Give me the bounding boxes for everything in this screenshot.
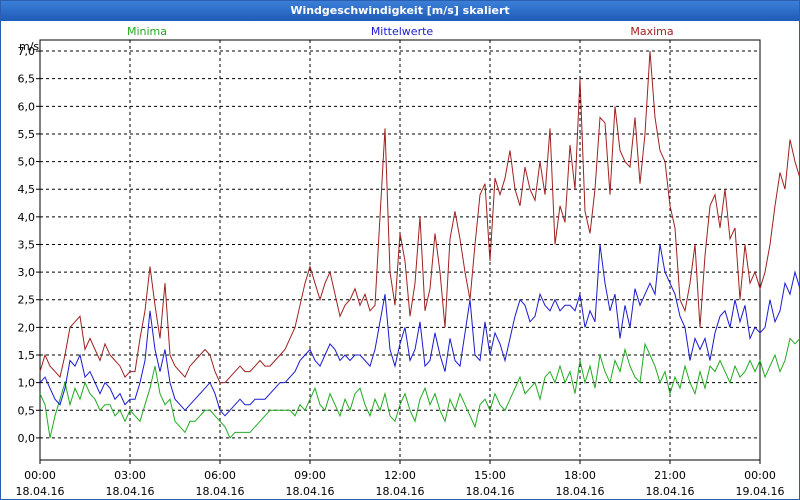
y-tick-label: 3,5 [18, 238, 36, 251]
y-tick-label: 1,5 [18, 349, 36, 362]
y-tick-label: 0,0 [18, 432, 36, 445]
y-tick-label: 5,5 [18, 128, 36, 141]
x-tick-time: 00:00 [24, 469, 56, 482]
x-tick-time: 18:00 [564, 469, 596, 482]
y-tick-label: 4,0 [18, 211, 36, 224]
series-line-mittelwerte [39, 244, 800, 417]
y-tick-label: 4,5 [18, 183, 36, 196]
x-tick-date: 18.04.16 [556, 485, 605, 498]
y-tick-label: 2,5 [18, 294, 36, 307]
chart-title: Windgeschwindigkeit [m/s] skaliert [1, 1, 799, 21]
y-axis-label: m/s [19, 40, 39, 53]
y-tick-label: 3,0 [18, 266, 36, 279]
y-tick-label: 6,0 [18, 100, 36, 113]
y-axis: 0,0 0,5 1,0 1,5 2,0 2,5 3,0 3,5 4,0 4,5 5,0 5,5 6,0 6… [18, 45, 40, 445]
x-tick-time: 03:00 [114, 469, 146, 482]
x-tick-time: 09:00 [294, 469, 326, 482]
x-tick-date: 18.04.16 [196, 485, 245, 498]
x-tick-date: 18.04.16 [466, 485, 515, 498]
x-tick-date: 18.04.16 [106, 485, 155, 498]
x-tick-date: 18.04.16 [286, 485, 335, 498]
legend-item-mittelwerte: Mittelwerte [371, 25, 434, 38]
x-tick-time: 15:00 [474, 469, 506, 482]
y-tick-label: 0,5 [18, 404, 36, 417]
x-tick-time: 12:00 [384, 469, 416, 482]
x-tick-time: 21:00 [654, 469, 686, 482]
y-tick-label: 7,0 [18, 45, 36, 58]
x-tick-date: 18.04.16 [16, 485, 65, 498]
grid-lines [39, 40, 761, 460]
series-line-maxima [39, 51, 800, 384]
y-tick-label: 1,0 [18, 377, 36, 390]
x-axis: 00:00 18.04.16 03:00 18.04.16 06:00 18.04.16 0… [16, 460, 785, 498]
x-tick-time: 00:00 [744, 469, 776, 482]
y-tick-label: 5,0 [18, 156, 36, 169]
series-line-minima [39, 337, 800, 439]
legend-item-minima: Minima [127, 25, 167, 38]
y-tick-label: 6,5 [18, 73, 36, 86]
x-tick-date: 18.04.16 [376, 485, 425, 498]
legend-item-maxima: Maxima [630, 25, 673, 38]
x-tick-date: 18.04.16 [646, 485, 695, 498]
x-tick-date: 19.04.16 [736, 485, 785, 498]
y-tick-label: 2,0 [18, 321, 36, 334]
series-lines [39, 51, 800, 439]
legend: Minima Mittelwerte Maxima [127, 25, 674, 38]
x-tick-time: 06:00 [204, 469, 236, 482]
